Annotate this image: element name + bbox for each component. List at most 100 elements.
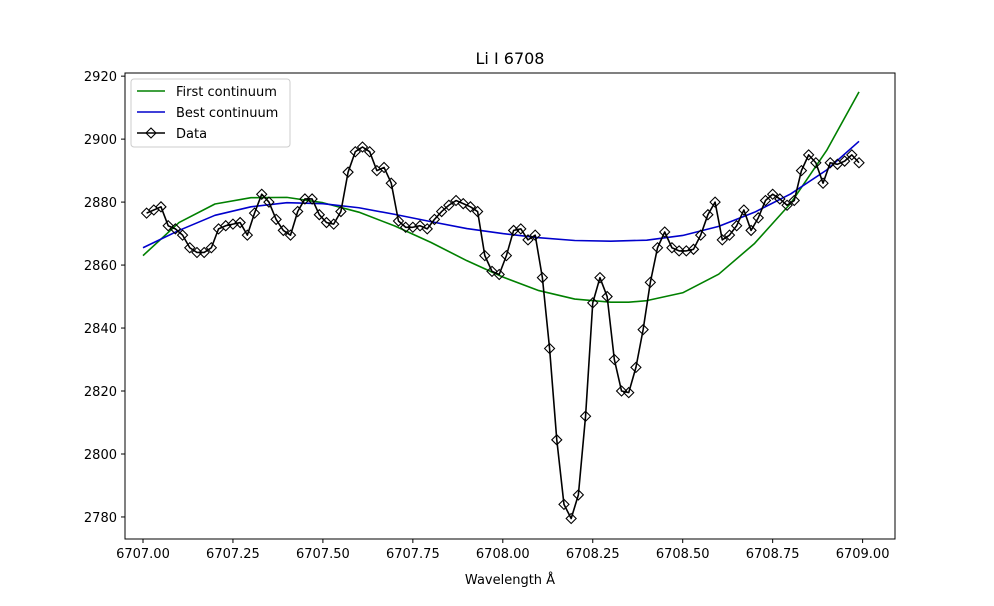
y-tick-label: 2800 <box>84 448 117 463</box>
data-point <box>594 271 606 284</box>
x-tick-label: 6708.75 <box>746 547 800 562</box>
data-point <box>666 241 678 254</box>
chart-title: Li I 6708 <box>476 49 545 68</box>
data-point <box>306 193 318 205</box>
data-point <box>766 188 779 201</box>
data-point <box>536 271 549 284</box>
x-tick-label: 6707.50 <box>296 547 350 562</box>
data-point <box>507 224 520 237</box>
y-tick-label: 2780 <box>84 511 117 526</box>
data-point <box>550 434 563 446</box>
data-point <box>529 229 541 241</box>
data-point <box>802 149 815 161</box>
data-point <box>342 166 354 178</box>
y-tick-label: 2900 <box>84 133 117 148</box>
data-point <box>227 218 239 230</box>
legend-label-first-continuum: First continuum <box>176 85 277 100</box>
data-point <box>622 386 635 399</box>
data-point <box>270 213 282 226</box>
data-point <box>716 234 729 246</box>
data-point <box>205 241 218 254</box>
data-point <box>277 224 290 237</box>
data-point <box>817 177 829 189</box>
data-point <box>479 249 491 262</box>
data-point <box>586 297 599 309</box>
data-point <box>522 234 534 246</box>
data-point <box>579 410 592 422</box>
data-point <box>838 155 851 167</box>
data-point <box>255 188 268 201</box>
x-tick-label: 6708.50 <box>656 547 710 562</box>
data-point <box>392 215 405 227</box>
data-point <box>320 216 333 229</box>
x-tick-label: 6707.25 <box>206 547 260 562</box>
data-point <box>644 276 657 289</box>
data-point <box>774 193 786 205</box>
data-point <box>450 194 462 207</box>
data-point <box>385 177 398 189</box>
data-point <box>630 361 642 374</box>
data-point <box>637 323 649 336</box>
legend-box <box>130 78 291 148</box>
data-point <box>738 204 750 216</box>
data-point <box>176 229 189 241</box>
data-point <box>155 201 167 213</box>
legend-marker-data <box>145 127 157 139</box>
data-point <box>687 243 700 256</box>
data-point <box>291 205 304 218</box>
data-point <box>421 223 434 235</box>
data-point <box>263 196 275 208</box>
y-tick-label: 2860 <box>84 259 117 274</box>
data-point <box>457 197 470 210</box>
data-point <box>284 229 297 241</box>
data-point <box>846 149 858 161</box>
plot-frame <box>124 72 896 540</box>
series-line-best-continuum <box>142 140 860 249</box>
data-point <box>788 194 801 207</box>
data-point <box>781 199 793 212</box>
x-tick-label: 6708.00 <box>476 547 530 562</box>
y-axis: 2780 2800 2820 2840 2860 2880 2900 2920 <box>84 70 125 526</box>
data-point <box>219 219 232 232</box>
data-point <box>853 156 865 169</box>
data-point <box>407 221 419 234</box>
data-point <box>378 161 390 174</box>
data-point <box>327 218 340 230</box>
data-point <box>680 245 693 257</box>
data-point <box>248 207 261 219</box>
data-point <box>572 489 585 501</box>
data-point <box>414 219 426 232</box>
data-point <box>694 229 707 241</box>
data-point <box>162 219 174 232</box>
data-point <box>471 205 484 218</box>
y-tick-label: 2840 <box>84 322 117 337</box>
data-point <box>723 229 736 241</box>
series-layer <box>140 91 865 525</box>
data-point <box>486 265 498 278</box>
x-tick-label: 6707.00 <box>116 547 170 562</box>
data-point <box>464 201 477 213</box>
data-point <box>730 219 743 232</box>
data-point <box>515 223 527 235</box>
data-point <box>615 385 628 397</box>
data-point <box>795 164 808 177</box>
series-line-data <box>146 146 860 520</box>
y-tick-label: 2920 <box>84 70 117 85</box>
y-tick-label: 2880 <box>84 196 117 211</box>
data-point <box>759 194 772 207</box>
data-point <box>824 156 837 169</box>
y-tick-label: 2820 <box>84 385 117 400</box>
data-point <box>183 241 196 254</box>
data-point <box>349 145 362 158</box>
data-point <box>651 241 664 254</box>
data-point <box>752 212 765 224</box>
data-point <box>363 145 376 158</box>
x-tick-label: 6709.00 <box>836 547 890 562</box>
x-axis-label: Wavelength Å <box>465 572 555 588</box>
data-point <box>601 290 613 303</box>
data-point <box>443 199 455 212</box>
data-point <box>745 224 757 237</box>
legend-label-best-continuum: Best continuum <box>176 106 278 121</box>
data-point <box>702 208 714 221</box>
